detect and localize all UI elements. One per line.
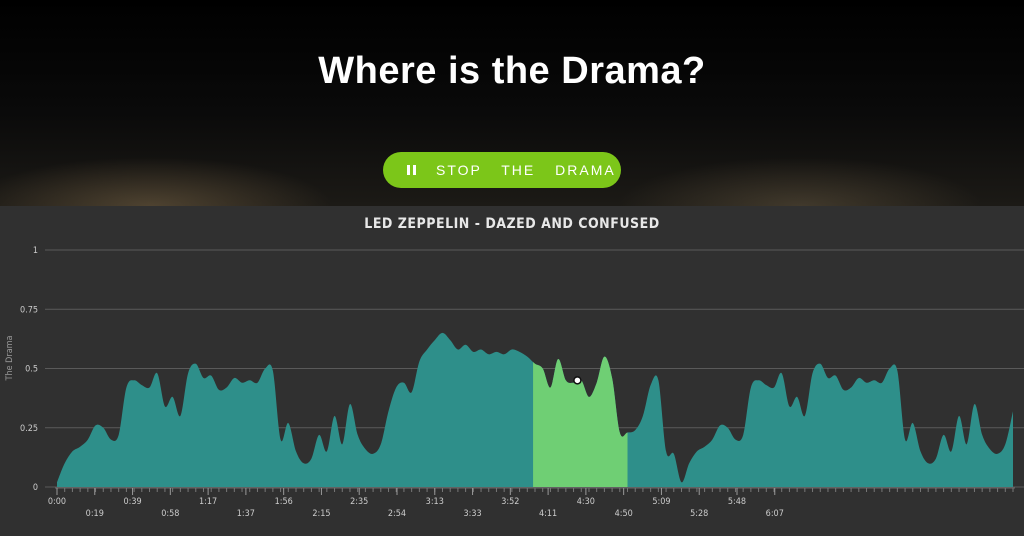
area-layer	[57, 332, 1013, 487]
drama-chart: LED ZEPPELIN - DAZED AND CONFUSED The Dr…	[0, 206, 1024, 532]
x-tick-label: 0:39	[123, 497, 141, 507]
x-tick-label: 3:52	[501, 497, 519, 507]
pause-icon	[407, 165, 416, 175]
stop-drama-button[interactable]: STOP THE DRAMA	[383, 152, 621, 188]
y-tick-label: 0	[33, 483, 38, 493]
x-tick-label: 3:33	[463, 509, 481, 519]
x-tick-label: 4:11	[539, 509, 557, 519]
x-tick-label: 2:54	[388, 509, 406, 519]
x-tick-label: 0:58	[161, 509, 179, 519]
y-tick-label: 0.25	[20, 424, 38, 434]
y-tick-label: 0.5	[25, 365, 38, 375]
x-tick-label: 1:17	[199, 497, 217, 507]
x-tick-label: 0:00	[48, 497, 66, 507]
x-tick-label: 5:28	[690, 509, 708, 519]
x-tick-label: 1:56	[275, 497, 293, 507]
x-tick-label: 5:48	[728, 497, 746, 507]
chart-title: LED ZEPPELIN - DAZED AND CONFUSED	[364, 216, 659, 232]
x-tick-label: 4:50	[615, 509, 633, 519]
x-tick-label: 2:15	[312, 509, 330, 519]
drama-area-highlight	[533, 356, 628, 487]
drama-chart-svg: LED ZEPPELIN - DAZED AND CONFUSED The Dr…	[5, 216, 1024, 519]
playhead-marker	[573, 376, 582, 385]
y-axis-label: The Drama	[5, 335, 15, 381]
y-tick-label: 0.75	[20, 305, 38, 315]
page-title: Where is the Drama?	[318, 50, 706, 92]
stop-drama-button-label: STOP THE DRAMA	[436, 162, 616, 178]
x-tick-label: 6:07	[766, 509, 784, 519]
x-tick-label: 3:13	[426, 497, 444, 507]
x-axis: 0:00 0:19 0:39 0:58 1:17 1:37 1:56 2:15 2:35 2:54…	[48, 487, 1015, 519]
x-tick-label: 5:09	[652, 497, 670, 507]
x-tick-label: 4:30	[577, 497, 595, 507]
x-tick-label: 1:37	[237, 509, 255, 519]
y-tick-label: 1	[33, 246, 38, 256]
x-tick-label: 0:19	[86, 509, 104, 519]
x-tick-label: 2:35	[350, 497, 368, 507]
hero-banner: Where is the Drama? STOP THE DRAMA	[0, 0, 1024, 206]
